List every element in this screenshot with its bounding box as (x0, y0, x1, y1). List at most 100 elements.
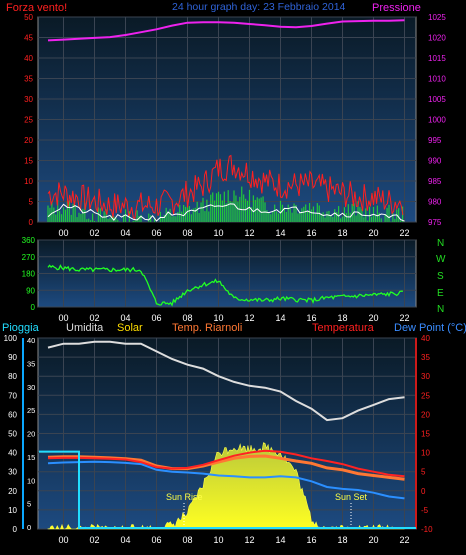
hour-tick-label-p3: 00 (58, 535, 68, 545)
compass-label-s: S (437, 271, 444, 282)
percent-axis-tick: 10 (8, 506, 17, 515)
wind-axis-tick: 25 (24, 116, 33, 125)
compass-label-w: W (436, 254, 446, 265)
direction-axis-tick: 0 (31, 303, 36, 312)
hour-tick-label-p2: 04 (120, 313, 130, 323)
wind-axis-tick: 10 (24, 177, 33, 186)
wind-axis-tick: 15 (24, 157, 33, 166)
temp-axis-tick: 25 (421, 391, 430, 400)
pressure-axis-tick: 1015 (428, 54, 446, 63)
label-rain: Pioggia (2, 322, 40, 334)
temp-axis-tick: 40 (421, 334, 430, 343)
hour-tick-label-p2: 22 (399, 313, 409, 323)
temp-axis-tick: 10 (421, 449, 430, 458)
hour-tick-label-p1: 04 (120, 228, 130, 238)
hour-tick-label-p3: 22 (399, 535, 409, 545)
pressure-axis-tick: 1025 (428, 13, 446, 22)
pressure-axis-tick: 1000 (428, 116, 446, 125)
hour-tick-label-p2: 10 (213, 313, 223, 323)
direction-axis-tick: 270 (22, 253, 36, 262)
hour-tick-label-p2: 18 (337, 313, 347, 323)
wind-average-line (47, 203, 405, 222)
hour-tick-label-p2: 14 (275, 313, 285, 323)
percent-axis-tick: 0 (13, 525, 18, 534)
hour-tick-label-p1: 14 (275, 228, 285, 238)
pressure-line (47, 19, 405, 42)
humidity-line (47, 340, 405, 422)
hour-tick-label-p3: 04 (120, 535, 130, 545)
header-date-label: 24 hour graph day: 23 Febbraio 2014 (172, 1, 346, 13)
compass-label-e: E (437, 288, 444, 299)
hour-tick-label-p1: 18 (337, 228, 347, 238)
hour-tick-label-p3: 14 (275, 535, 285, 545)
dew-point-line (47, 460, 405, 500)
hour-tick-label-p1: 20 (368, 228, 378, 238)
wind-axis-tick: 40 (24, 54, 33, 63)
hour-tick-label-p2: 00 (58, 313, 68, 323)
hour-tick-label-p3: 12 (244, 535, 254, 545)
hour-tick-label-p3: 06 (151, 535, 161, 545)
direction-axis-tick: 90 (26, 286, 35, 295)
hour-tick-label-p1: 02 (89, 228, 99, 238)
temp-axis-tick: 20 (421, 410, 430, 419)
header-pressure-label: Pressione (372, 2, 421, 14)
label-temp: Temperatura (312, 322, 375, 334)
sun-set-label: Sun Set (335, 492, 368, 502)
temp-axis-tick: -10 (421, 525, 433, 534)
sun-rise-label: Sun Rise (166, 492, 203, 502)
hour-tick-label-p2: 08 (182, 313, 192, 323)
percent-axis-tick: 40 (8, 449, 17, 458)
percent-axis-tick: 30 (8, 468, 17, 477)
direction-axis-tick: 360 (22, 236, 36, 245)
hour-tick-label-p1: 16 (306, 228, 316, 238)
hour-tick-label-p2: 06 (151, 313, 161, 323)
pressure-axis-tick: 990 (428, 157, 442, 166)
hour-tick-label-p1: 00 (58, 228, 68, 238)
wind-axis-tick: 30 (24, 95, 33, 104)
hour-tick-label-p1: 10 (213, 228, 223, 238)
compass-label-n1: N (437, 238, 444, 249)
wind-axis-tick: 35 (24, 75, 33, 84)
percent-axis-tick: 60 (8, 410, 17, 419)
humidity-axis-tick: 15 (27, 453, 35, 462)
pressure-axis-tick: 985 (428, 177, 442, 186)
temperature-line (47, 449, 405, 478)
hour-tick-label-p3: 18 (337, 535, 347, 545)
percent-axis-tick: 70 (8, 391, 17, 400)
hour-tick-label-p2: 12 (244, 313, 254, 323)
wind-axis-tick: 5 (29, 198, 34, 207)
hour-tick-label-p1: 06 (151, 228, 161, 238)
temp-axis-tick: 15 (421, 430, 430, 439)
wind-direction-line (47, 264, 403, 307)
humidity-axis-tick: 20 (27, 430, 35, 439)
humidity-axis-tick: 30 (27, 383, 35, 392)
temp-axis-tick: 5 (421, 468, 426, 477)
temp-axis-tick: 0 (421, 487, 426, 496)
humidity-axis-tick: 0 (27, 523, 31, 532)
hour-tick-label-p1: 08 (182, 228, 192, 238)
label-solar: Solar (117, 322, 143, 334)
label-dew: Dew Point (°C) (394, 322, 466, 334)
percent-axis-tick: 20 (8, 487, 17, 496)
hour-tick-label-p3: 08 (182, 535, 192, 545)
temp-axis-tick: 35 (421, 353, 430, 362)
label-feels: Temp. Riarnoli (172, 322, 242, 334)
hour-tick-label-p3: 02 (89, 535, 99, 545)
hour-tick-label-p1: 12 (244, 228, 254, 238)
percent-axis-tick: 80 (8, 372, 17, 381)
wind-axis-tick: 45 (24, 34, 33, 43)
label-humidity: Umidita (66, 322, 104, 334)
pressure-axis-tick: 980 (428, 198, 442, 207)
humidity-axis-tick: 40 (27, 336, 35, 345)
pressure-axis-tick: 1005 (428, 95, 446, 104)
pressure-axis-tick: 995 (428, 136, 442, 145)
wind-axis-tick: 0 (29, 218, 34, 227)
percent-axis-tick: 50 (8, 430, 17, 439)
humidity-axis-tick: 10 (27, 476, 35, 485)
rain-line (39, 450, 416, 529)
wind-axis-tick: 50 (24, 13, 33, 22)
percent-axis-tick: 90 (8, 353, 17, 362)
hour-tick-label-p3: 20 (368, 535, 378, 545)
hour-tick-label-p2: 16 (306, 313, 316, 323)
